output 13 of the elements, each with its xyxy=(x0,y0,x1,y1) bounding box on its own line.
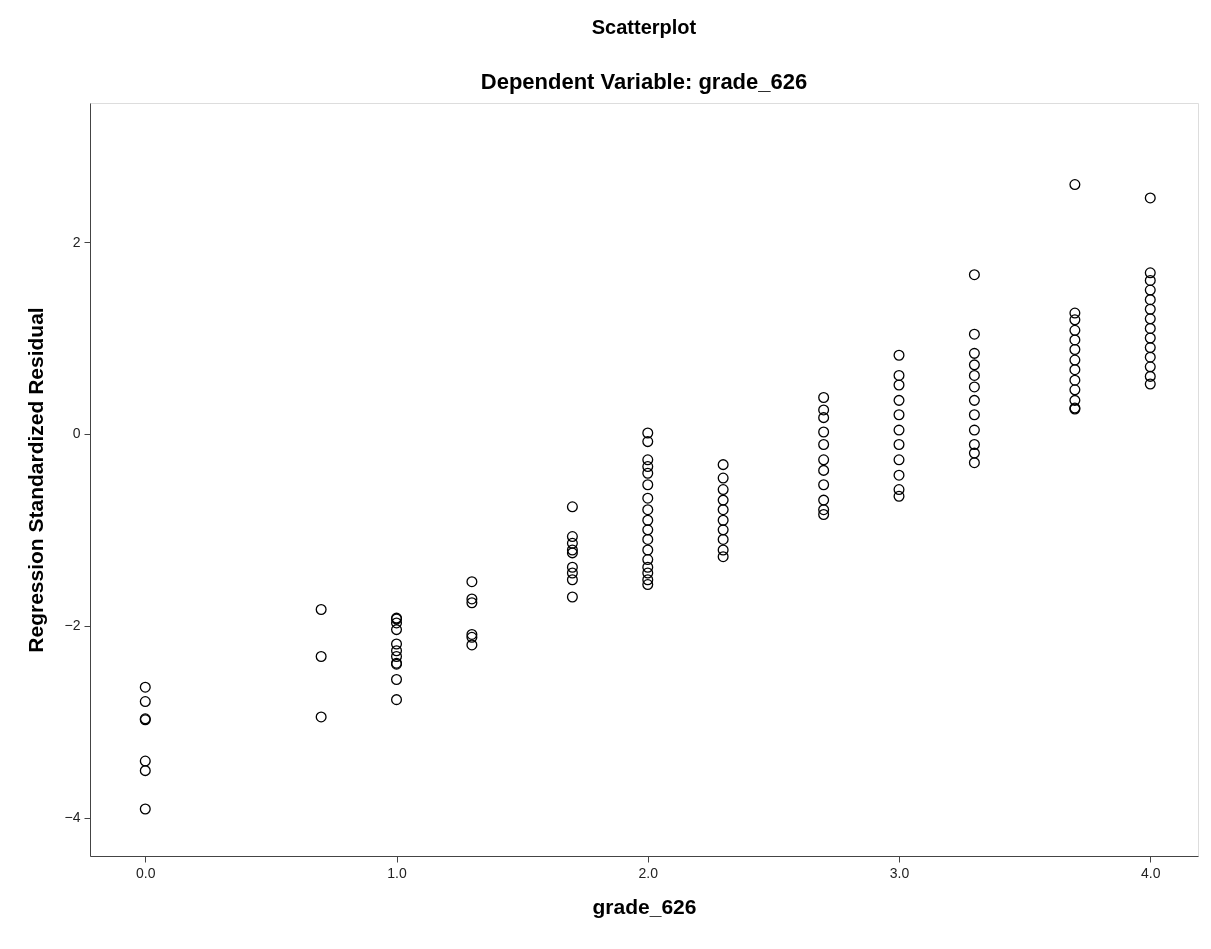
x-axis-title: grade_626 xyxy=(592,894,697,918)
chart-title: Scatterplot xyxy=(591,16,697,38)
x-tick-label: 1.0 xyxy=(387,864,407,881)
x-tick-label: 0.0 xyxy=(136,864,156,881)
y-tick-label: 0 xyxy=(72,425,81,442)
y-tick-label: −2 xyxy=(64,617,81,634)
x-tick-label: 4.0 xyxy=(1141,864,1161,881)
y-tick-label: −4 xyxy=(64,809,81,826)
y-axis-title: Regression Standardized Residual xyxy=(23,307,47,653)
y-tick-label: 2 xyxy=(72,233,81,250)
chart-subtitle: Dependent Variable: grade_626 xyxy=(480,69,808,94)
x-tick-label: 3.0 xyxy=(889,864,910,881)
x-tick-label: 2.0 xyxy=(638,864,659,881)
